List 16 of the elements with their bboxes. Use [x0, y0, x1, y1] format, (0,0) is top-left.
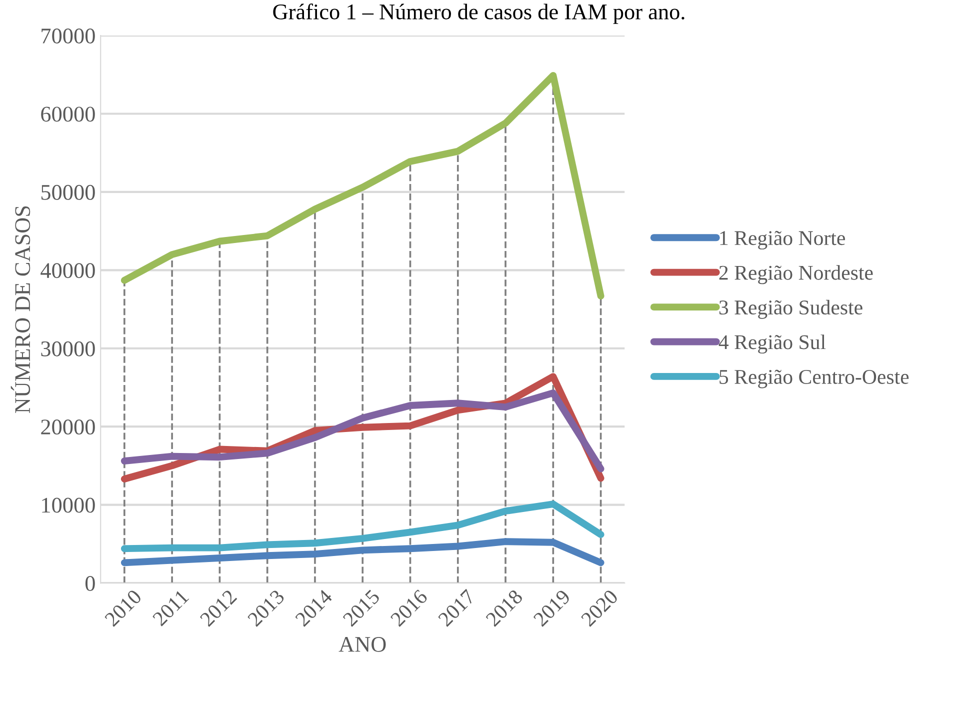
legend-label: 1 Região Norte [720, 230, 845, 250]
y-tick-label: 50000 [41, 184, 95, 200]
legend-label: 5 Região Centro-Oeste [720, 370, 909, 388]
chart-title: Gráfico 1 – Número de casos de IAM por ano. [273, 4, 684, 24]
x-axis-title: ANO [338, 636, 386, 652]
y-tick-label: 20000 [41, 420, 95, 435]
y-axis-title: NÚMERO DE CASOS [10, 206, 30, 413]
y-tick-label: 10000 [42, 498, 95, 513]
legend-label: 2 Região Nordeste [719, 265, 873, 284]
y-tick-label: 40000 [40, 263, 95, 278]
y-tick-label: 70000 [42, 28, 95, 44]
y-tick-label: 0 [85, 576, 95, 591]
legend-label: 3 Região Sudeste [719, 300, 862, 319]
y-tick-label: 30000 [41, 341, 95, 356]
legend-label: 4 Região Sul [718, 334, 826, 354]
y-tick-label: 60000 [41, 106, 95, 122]
